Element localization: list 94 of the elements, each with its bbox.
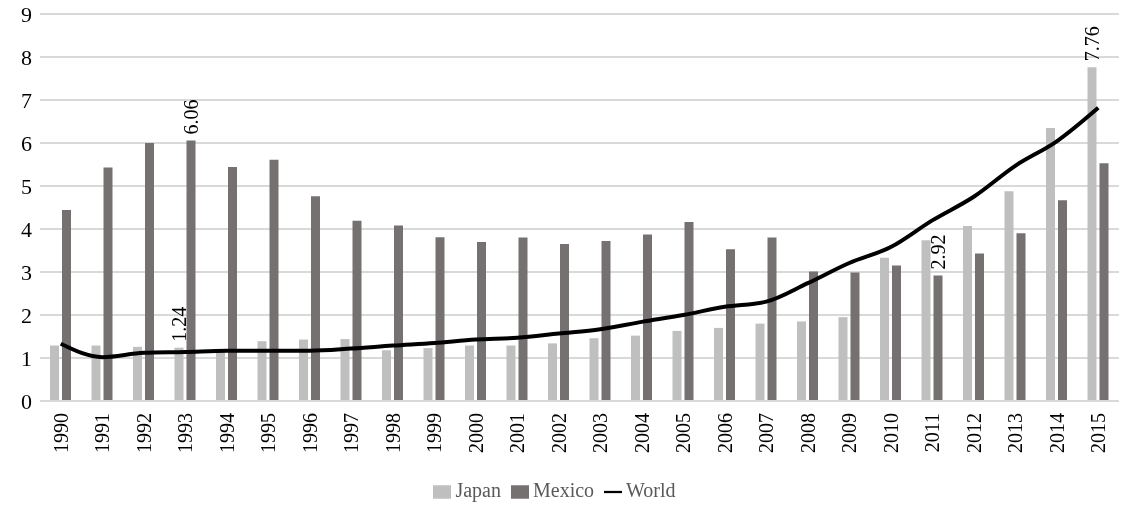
bar: [714, 327, 723, 401]
bar: [755, 323, 765, 401]
bar: [435, 237, 445, 401]
bar: [269, 159, 279, 401]
bar: [186, 140, 196, 401]
bar: [1016, 233, 1026, 401]
bar: [394, 225, 403, 401]
bar: [506, 345, 516, 401]
data-label: 1.24: [168, 306, 190, 342]
x-tick-label: 1996: [298, 413, 321, 453]
y-tick-label: 3: [21, 259, 32, 285]
y-tick-label: 0: [21, 388, 32, 414]
y-tick-label: 1: [21, 345, 32, 371]
bar: [50, 345, 59, 401]
bar: [726, 249, 735, 401]
x-tick-label: 1998: [381, 413, 404, 453]
bar: [465, 345, 474, 401]
bar: [518, 237, 528, 401]
bar: [643, 234, 652, 401]
bar: [560, 244, 569, 401]
bar: [880, 257, 889, 401]
y-tick-label: 7: [21, 87, 32, 113]
bar: [91, 345, 101, 401]
bar: [631, 335, 640, 401]
x-tick-label: 2014: [1045, 413, 1068, 453]
bar: [311, 196, 320, 401]
legend-label: Mexico: [532, 479, 595, 501]
bar: [423, 348, 433, 401]
bar: [975, 253, 984, 401]
legend-label: World: [626, 479, 676, 501]
bar: [477, 241, 486, 401]
bar: [767, 237, 777, 401]
bar: [103, 167, 113, 401]
x-tick-label: 2008: [796, 413, 819, 453]
bar: [933, 275, 943, 401]
bar: [892, 265, 901, 401]
bar: [257, 341, 267, 401]
x-tick-label: 2012: [962, 413, 985, 453]
x-tick-label: 1994: [215, 413, 238, 453]
bar: [921, 240, 931, 401]
bar: [1004, 191, 1014, 401]
bar: [589, 338, 599, 401]
bar: [145, 143, 154, 401]
x-tick-label: 2001: [506, 413, 529, 453]
data-label: 6.06: [180, 99, 202, 135]
bar: [1058, 200, 1067, 401]
bar: [548, 343, 557, 401]
x-tick-label: 1993: [174, 413, 197, 453]
x-tick-label: 1992: [132, 413, 155, 453]
x-tick-label: 2011: [921, 413, 944, 453]
bar: [601, 241, 611, 401]
bar: [340, 339, 350, 401]
x-tick-label: 2003: [589, 413, 612, 453]
y-tick-label: 8: [21, 44, 32, 70]
x-tick-label: 1991: [91, 413, 114, 453]
x-tick-label: 1995: [257, 413, 280, 453]
x-tick-label: 1997: [340, 413, 363, 453]
y-tick-label: 4: [21, 216, 32, 242]
y-tick-label: 9: [21, 1, 32, 27]
bar: [352, 220, 362, 401]
x-tick-label: 2002: [547, 413, 570, 453]
x-tick-label: 2009: [838, 413, 861, 453]
bar: [1087, 67, 1097, 401]
x-tick-label: 1990: [49, 413, 72, 453]
data-label: 2.92: [927, 234, 949, 270]
bar: [299, 339, 308, 401]
y-tick-label: 6: [21, 130, 32, 156]
x-tick-label: 2005: [672, 413, 695, 453]
x-tick-label: 2007: [755, 413, 778, 453]
x-tick-label: 1999: [423, 413, 446, 453]
x-tick-label: 2010: [879, 413, 902, 453]
bar: [838, 317, 848, 401]
x-tick-label: 2006: [713, 413, 736, 453]
bar: [133, 346, 142, 401]
bar: [62, 210, 71, 401]
y-tick-label: 2: [21, 302, 32, 328]
bar: [672, 330, 682, 401]
x-tick-label: 2000: [464, 413, 487, 453]
x-tick-label: 2015: [1087, 413, 1110, 453]
bar: [963, 225, 972, 401]
bar: [809, 271, 818, 401]
bar: [850, 272, 860, 401]
bar: [797, 321, 806, 401]
bar: [174, 347, 184, 401]
y-tick-label: 5: [21, 173, 32, 199]
bar: [1099, 163, 1109, 401]
bar: [1046, 127, 1055, 401]
bar: [684, 222, 694, 401]
x-tick-label: 2013: [1004, 413, 1027, 453]
legend-label: Japan: [455, 479, 501, 501]
data-label: 7.76: [1081, 26, 1103, 62]
x-tick-label: 2004: [630, 413, 653, 453]
bar: [382, 350, 391, 401]
bar: [228, 167, 237, 401]
